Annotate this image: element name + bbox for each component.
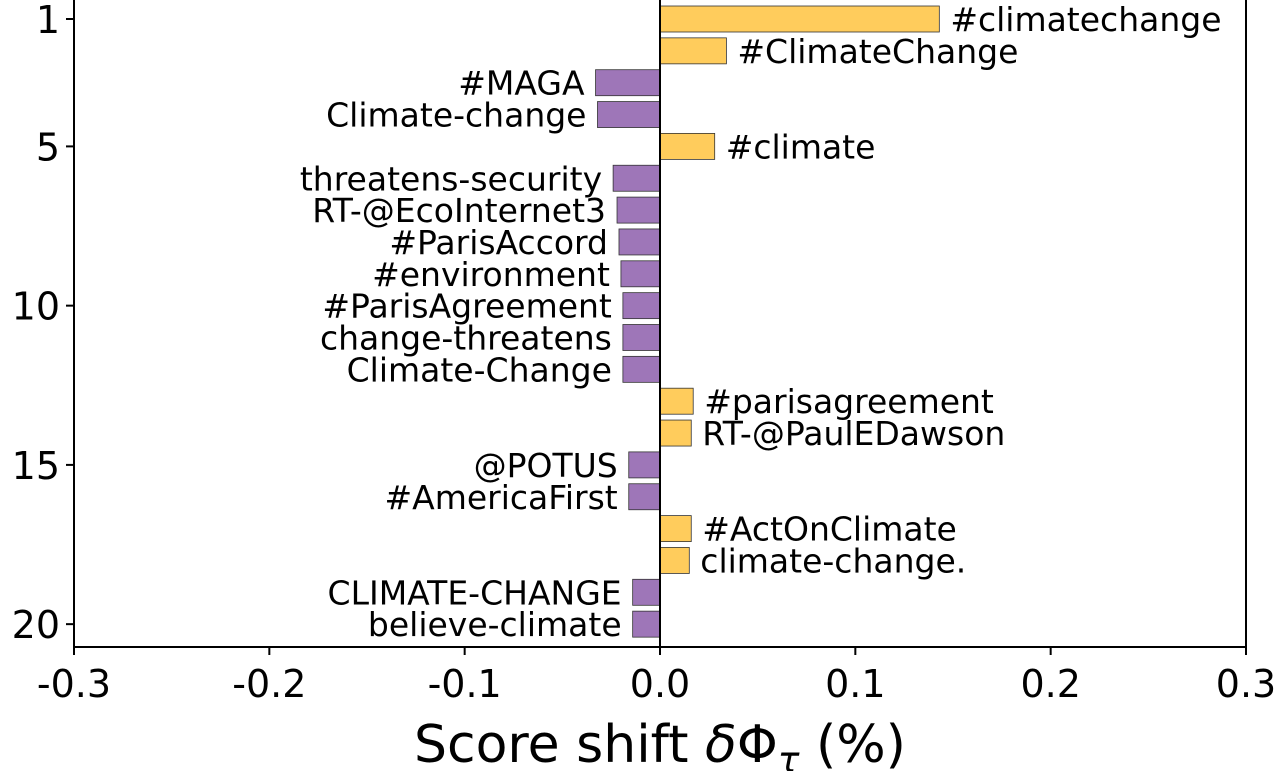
- bar-13: [659, 387, 694, 415]
- bar-10: [622, 292, 661, 320]
- bar-6: [612, 164, 661, 192]
- bar-label-14: RT-@PaulEDawson: [702, 414, 1005, 453]
- bar-label-5: #climate: [726, 127, 876, 166]
- bar-11: [622, 324, 661, 351]
- bar-label-2: #ClimateChange: [737, 32, 1018, 71]
- bar-label-11: change-threatens: [320, 319, 612, 358]
- bar-label-1: #climatechange: [950, 0, 1221, 39]
- x-tick-label-2: -0.1: [428, 662, 502, 706]
- x-tick-label-1: -0.2: [232, 662, 306, 706]
- bar-label-6: threatens-security: [300, 159, 602, 198]
- x-tick-label-3: 0.0: [630, 662, 690, 706]
- bar-label-20: believe-climate: [368, 605, 622, 644]
- x-axis-title: Score shift δΦτ (%): [414, 715, 906, 771]
- bar-20: [632, 610, 661, 638]
- bar-label-12: Climate-Change: [347, 350, 612, 389]
- y-tick-label-0: 1: [36, 0, 60, 42]
- bar-label-15: @POTUS: [474, 446, 618, 485]
- bar-17: [659, 515, 692, 542]
- y-tick-label-3: 15: [12, 444, 60, 488]
- bar-label-10: #ParisAgreement: [322, 287, 612, 326]
- bar-7: [616, 196, 661, 224]
- bar-15: [628, 451, 661, 479]
- bar-label-19: CLIMATE-CHANGE: [328, 573, 622, 612]
- bar-9: [620, 260, 661, 288]
- x-tick-label-0: -0.3: [37, 662, 111, 706]
- bar-label-7: RT-@EcoInternet3: [312, 191, 606, 230]
- bar-8: [618, 228, 661, 256]
- bar-5: [659, 132, 716, 160]
- bar-label-4: Climate-change: [326, 96, 586, 135]
- y-tick-label-1: 5: [36, 125, 60, 169]
- bars-layer: #climatechange#ClimateChange#MAGAClimate…: [300, 0, 1222, 644]
- bar-label-9: #environment: [372, 255, 610, 294]
- bar-16: [628, 483, 661, 511]
- bar-label-13: #parisagreement: [704, 382, 994, 421]
- y-tick-label-4: 20: [12, 603, 60, 647]
- bar-2: [659, 37, 727, 65]
- x-tick-label-4: 0.1: [825, 662, 885, 706]
- bar-label-3: #MAGA: [458, 64, 585, 103]
- bar-label-17: #ActOnClimate: [702, 510, 957, 549]
- bar-19: [632, 578, 661, 606]
- bar-3: [595, 69, 661, 97]
- bar-18: [659, 547, 690, 574]
- bar-12: [622, 355, 661, 383]
- bar-label-8: #ParisAccord: [389, 223, 608, 262]
- bar-14: [659, 419, 692, 447]
- bar-4: [597, 101, 661, 128]
- bar-1: [659, 5, 940, 33]
- y-tick-label-2: 10: [12, 285, 60, 329]
- x-tick-label-6: 0.3: [1216, 662, 1276, 706]
- x-tick-label-5: 0.2: [1020, 662, 1080, 706]
- bar-label-16: #AmericaFirst: [385, 478, 618, 517]
- bar-label-18: climate-change.: [700, 541, 966, 580]
